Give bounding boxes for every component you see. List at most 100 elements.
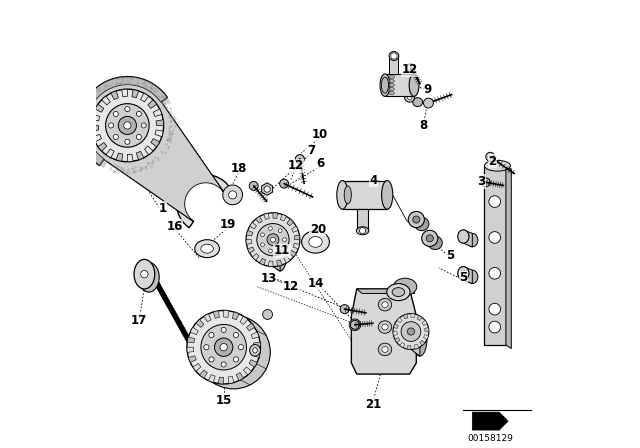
Ellipse shape	[301, 231, 330, 253]
Circle shape	[401, 322, 421, 341]
Circle shape	[220, 344, 227, 351]
Ellipse shape	[415, 217, 429, 231]
Text: 2: 2	[488, 155, 497, 168]
Circle shape	[340, 305, 349, 314]
Wedge shape	[153, 109, 162, 116]
Circle shape	[489, 303, 500, 315]
Wedge shape	[397, 318, 402, 323]
Wedge shape	[395, 338, 400, 343]
Ellipse shape	[378, 343, 392, 356]
Wedge shape	[240, 316, 248, 324]
Wedge shape	[246, 323, 255, 331]
Circle shape	[118, 116, 136, 134]
Polygon shape	[472, 412, 508, 430]
Polygon shape	[389, 56, 398, 74]
Ellipse shape	[404, 93, 415, 102]
Circle shape	[113, 134, 118, 139]
Wedge shape	[251, 332, 259, 339]
Polygon shape	[463, 230, 472, 247]
Ellipse shape	[382, 347, 388, 352]
Ellipse shape	[308, 237, 323, 247]
Text: 16: 16	[166, 220, 182, 233]
Circle shape	[489, 267, 500, 279]
Ellipse shape	[409, 74, 419, 96]
Ellipse shape	[381, 181, 393, 209]
Text: 17: 17	[131, 314, 147, 327]
Text: 00158129: 00158129	[467, 434, 513, 443]
Circle shape	[209, 332, 214, 337]
Circle shape	[296, 155, 305, 164]
Wedge shape	[276, 260, 282, 266]
Wedge shape	[224, 310, 229, 317]
Text: 21: 21	[365, 397, 381, 411]
Polygon shape	[262, 183, 273, 195]
Ellipse shape	[134, 259, 155, 289]
Ellipse shape	[344, 186, 351, 204]
Wedge shape	[204, 314, 211, 322]
Text: 5: 5	[460, 271, 467, 284]
Wedge shape	[213, 311, 220, 318]
Circle shape	[424, 99, 433, 108]
Circle shape	[407, 328, 415, 335]
Text: 5: 5	[446, 249, 454, 262]
Polygon shape	[506, 166, 511, 349]
Wedge shape	[293, 243, 300, 249]
Circle shape	[187, 310, 260, 384]
Polygon shape	[152, 270, 193, 352]
Bar	[144, 270, 152, 277]
Wedge shape	[236, 373, 244, 381]
Wedge shape	[424, 327, 429, 332]
Ellipse shape	[428, 236, 442, 250]
Wedge shape	[403, 314, 408, 319]
Circle shape	[109, 123, 113, 128]
Circle shape	[136, 112, 141, 116]
Wedge shape	[407, 345, 411, 349]
Wedge shape	[93, 134, 102, 142]
Text: 11: 11	[274, 244, 290, 258]
Ellipse shape	[394, 278, 417, 295]
Wedge shape	[264, 213, 269, 220]
Circle shape	[278, 229, 282, 233]
Wedge shape	[420, 340, 425, 345]
Circle shape	[125, 107, 130, 112]
Text: 20: 20	[310, 223, 326, 236]
Circle shape	[257, 224, 289, 256]
Polygon shape	[411, 314, 420, 356]
Wedge shape	[243, 367, 252, 375]
Ellipse shape	[389, 80, 394, 82]
Wedge shape	[151, 138, 159, 147]
Polygon shape	[351, 289, 417, 374]
Circle shape	[223, 185, 243, 205]
Text: 8: 8	[419, 119, 427, 132]
Wedge shape	[422, 320, 427, 325]
Polygon shape	[356, 289, 415, 293]
Circle shape	[351, 320, 360, 329]
Circle shape	[249, 181, 258, 190]
Wedge shape	[394, 324, 398, 328]
Circle shape	[106, 103, 149, 147]
Wedge shape	[246, 230, 253, 236]
Circle shape	[136, 134, 141, 139]
Circle shape	[214, 338, 233, 357]
Circle shape	[269, 227, 272, 230]
Circle shape	[489, 321, 500, 333]
Wedge shape	[148, 100, 157, 108]
Circle shape	[125, 139, 130, 144]
Circle shape	[264, 186, 270, 192]
Wedge shape	[248, 247, 254, 253]
Wedge shape	[141, 93, 148, 102]
Wedge shape	[289, 250, 296, 257]
Circle shape	[408, 211, 424, 228]
Ellipse shape	[378, 321, 392, 333]
Text: 15: 15	[216, 394, 232, 408]
Text: 12: 12	[401, 63, 418, 76]
Text: 10: 10	[312, 128, 328, 141]
Circle shape	[221, 362, 227, 367]
Circle shape	[271, 237, 275, 242]
Wedge shape	[400, 342, 405, 348]
Wedge shape	[280, 215, 287, 221]
Text: 7: 7	[307, 143, 315, 157]
Ellipse shape	[389, 84, 394, 87]
Text: 18: 18	[231, 161, 248, 175]
Wedge shape	[155, 130, 163, 137]
